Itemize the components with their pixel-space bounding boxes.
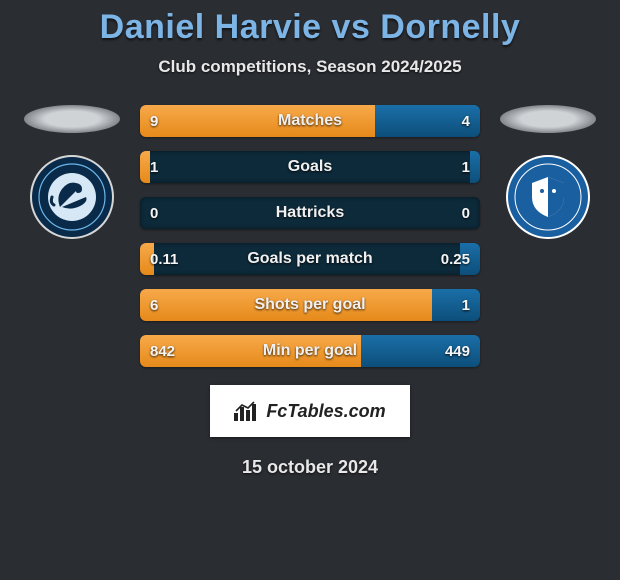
left-team-crest [30,155,114,239]
stat-fill-left [140,289,432,321]
stat-fill-right [432,289,480,321]
stats-bars: Matches94 Goals11 Hattricks0 0 Goals per mat… [140,105,480,367]
stat-bar: Min per goal842449 [140,335,480,367]
stat-fill-right [470,151,480,183]
right-team-crest [506,155,590,239]
stat-fill-left [140,151,150,183]
stat-fill-left [140,335,361,367]
left-ellipse-shadow [24,105,120,133]
stat-fill-left [140,243,154,275]
page-title: Daniel Harvie vs Dornelly [0,8,620,47]
main-row: Matches94 Goals11 Hattricks0 0 Goals per mat… [0,105,620,367]
stat-value-left: 0 [140,197,168,229]
stat-label: Goals [140,151,480,183]
left-team-column [22,105,122,239]
stat-label: Goals per match [140,243,480,275]
right-ellipse-shadow [500,105,596,133]
stat-bar: Matches94 [140,105,480,137]
stat-fill-right [361,335,480,367]
stat-fill-left [140,105,375,137]
stat-bar: Shots per goal61 [140,289,480,321]
stat-bar: Goals per match0.110.25 [140,243,480,275]
fctables-logo-icon [234,401,260,421]
stat-bar: Goals11 [140,151,480,183]
comparison-card: Daniel Harvie vs Dornelly Club competiti… [0,0,620,478]
peterborough-crest-icon [506,155,590,239]
wycombe-crest-icon [30,155,114,239]
date-line: 15 october 2024 [0,457,620,478]
watermark: FcTables.com [210,385,410,437]
stat-value-right: 0 [452,197,480,229]
right-team-column [498,105,598,239]
watermark-text: FcTables.com [266,401,385,422]
subtitle: Club competitions, Season 2024/2025 [0,57,620,77]
stat-fill-right [460,243,480,275]
stat-label: Hattricks [140,197,480,229]
stat-bar: Hattricks0 0 [140,197,480,229]
stat-fill-right [375,105,480,137]
